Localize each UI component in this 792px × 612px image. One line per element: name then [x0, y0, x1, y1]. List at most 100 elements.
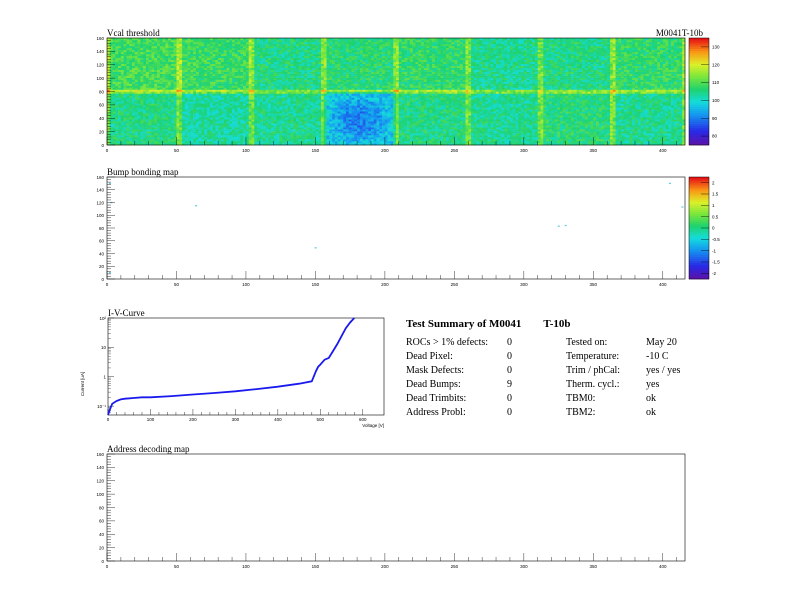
vcal-cell — [384, 123, 388, 126]
vcal-cell — [329, 137, 333, 140]
vcal-cell — [143, 109, 147, 112]
vcal-cell — [259, 123, 263, 126]
vcal-cell — [421, 135, 425, 138]
vcal-cell — [382, 133, 386, 136]
vcal-cell — [634, 121, 639, 124]
vcal-cell — [621, 127, 625, 130]
vcal-cell — [646, 133, 650, 136]
vcal-cell — [576, 99, 580, 102]
vcal-cell — [412, 127, 416, 130]
vcal-cell — [365, 119, 369, 122]
vcal-cell — [276, 123, 280, 126]
vcal-cell — [251, 141, 255, 144]
vcal-cell — [598, 129, 602, 132]
vcal-cell — [254, 117, 258, 120]
vcal-cell — [443, 105, 447, 108]
vcal-cell — [540, 139, 544, 142]
vcal-cell — [673, 107, 677, 110]
vcal-cell — [646, 129, 650, 132]
vcal-cell — [198, 125, 202, 128]
vcal-cell — [329, 111, 333, 114]
vcal-cell — [596, 141, 600, 144]
vcal-cell — [526, 111, 530, 114]
vcal-cell — [390, 133, 394, 136]
vcal-cell — [451, 111, 455, 114]
vcal-cell — [665, 117, 669, 120]
vcal-cell — [546, 97, 550, 100]
vcal-cell — [201, 109, 205, 112]
vcal-cell — [640, 103, 644, 106]
vcal-cell — [223, 99, 227, 102]
vcal-cell — [484, 133, 488, 136]
vcal-cell — [462, 101, 466, 104]
vcal-cell — [259, 101, 263, 104]
vcal-cell — [593, 139, 597, 142]
vcal-cell — [112, 131, 116, 134]
vcal-cell — [673, 121, 677, 124]
vcal-cell — [343, 141, 347, 144]
vcal-cell — [437, 115, 441, 118]
vcal-cell — [262, 99, 266, 102]
vcal-cell — [484, 137, 488, 140]
vcal-cell — [182, 143, 186, 146]
vcal-cell — [257, 117, 261, 120]
vcal-cell — [198, 103, 202, 106]
vcal-cell — [407, 143, 411, 146]
vcal-cell — [526, 127, 530, 130]
vcal-cell — [137, 105, 141, 108]
vcal-cell — [148, 125, 152, 128]
vcal-cell — [412, 125, 416, 128]
vcal-cell — [468, 97, 472, 100]
vcal-cell — [240, 133, 244, 136]
vcal-cell — [170, 99, 174, 102]
vcal-cell — [140, 115, 144, 118]
vcal-cell — [659, 119, 664, 122]
vcal-cell — [198, 111, 202, 114]
vcal-cell — [212, 127, 216, 130]
vcal-cell — [301, 107, 305, 110]
vcal-cell — [582, 105, 586, 108]
vcal-cell — [143, 131, 147, 134]
vcal-cell — [315, 141, 319, 144]
vcal-cell — [207, 111, 211, 114]
vcal-cell — [137, 137, 141, 140]
vcal-cell — [143, 141, 147, 144]
vcal-cell — [398, 137, 402, 140]
vcal-cell — [396, 107, 400, 110]
vcal-cell — [248, 101, 252, 104]
vcal-cell — [473, 119, 477, 122]
vcal-cell — [201, 97, 205, 100]
vcal-cell — [482, 127, 486, 130]
vcal-cell — [182, 135, 186, 138]
vcal-cell — [376, 129, 380, 132]
vcal-cell — [357, 137, 361, 140]
vcal-cell — [482, 123, 486, 126]
vcal-cell — [359, 141, 363, 144]
vcal-cell — [521, 111, 525, 114]
vcal-cell — [109, 135, 113, 138]
vcal-cell — [604, 141, 608, 144]
vcal-cell — [629, 137, 633, 140]
vcal-cell — [201, 105, 205, 108]
vcal-cell — [612, 125, 616, 128]
vcal-cell — [423, 105, 427, 108]
vcal-cell — [240, 135, 244, 138]
vcal-cell — [265, 109, 269, 112]
vcal-cell — [212, 119, 216, 122]
vcal-cell — [301, 135, 305, 138]
vcal-cell — [173, 99, 177, 102]
vcal-cell — [498, 113, 502, 116]
vcal-cell — [323, 135, 327, 138]
vcal-cell — [162, 113, 166, 116]
vcal-cell — [590, 111, 594, 114]
vcal-cell — [368, 101, 372, 104]
vcal-cell — [521, 99, 525, 102]
vcal-cell — [140, 133, 144, 136]
vcal-cell — [154, 103, 158, 106]
vcal-cell — [437, 127, 441, 130]
vcal-cell — [576, 105, 580, 108]
vcal-cell — [451, 125, 455, 128]
vcal-cell — [526, 119, 530, 122]
vcal-cell — [243, 135, 247, 138]
vcal-cell — [479, 97, 483, 100]
